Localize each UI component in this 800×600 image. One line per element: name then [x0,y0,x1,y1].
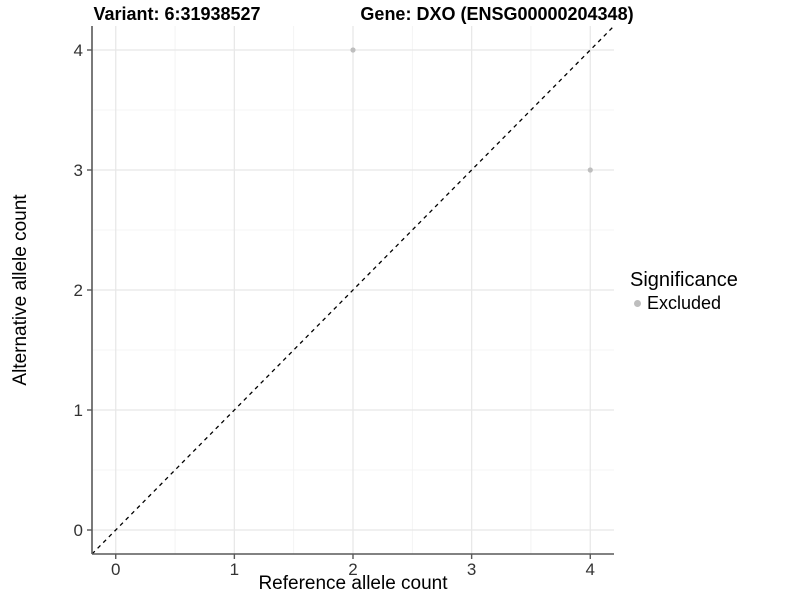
x-tick-label: 3 [467,560,476,579]
tick-marks [87,49,591,559]
x-tick-label: 2 [348,560,357,579]
plot-title-gene: Gene: DXO (ENSG00000204348) [360,4,634,24]
legend-item: Excluded [630,293,738,314]
identity-reference-line [91,25,615,555]
data-points [350,47,593,173]
x-tick-labels: 0 1 2 3 4 [111,560,595,579]
y-tick-label: 0 [74,521,83,540]
x-tick-label: 4 [586,560,595,579]
legend-items: Excluded [630,293,738,314]
legend-item-label: Excluded [647,293,722,313]
y-axis-title: Alternative allele count [10,194,31,386]
plot-title-variant: Variant: 6:31938527 [93,4,261,24]
y-tick-label: 4 [74,41,83,60]
data-point [350,47,356,53]
y-tick-label: 1 [74,401,83,420]
y-tick-label: 3 [74,161,83,180]
x-tick-label: 0 [111,560,120,579]
data-point [587,167,593,173]
x-tick-label: 1 [230,560,239,579]
x-axis-title: Reference allele count [258,573,448,594]
legend: Significance Excluded [630,268,738,314]
legend-title: Significance [630,269,738,291]
y-tick-label: 2 [74,281,83,300]
legend-key-dot [634,300,641,307]
y-tick-labels: 0 1 2 3 4 [74,41,83,540]
